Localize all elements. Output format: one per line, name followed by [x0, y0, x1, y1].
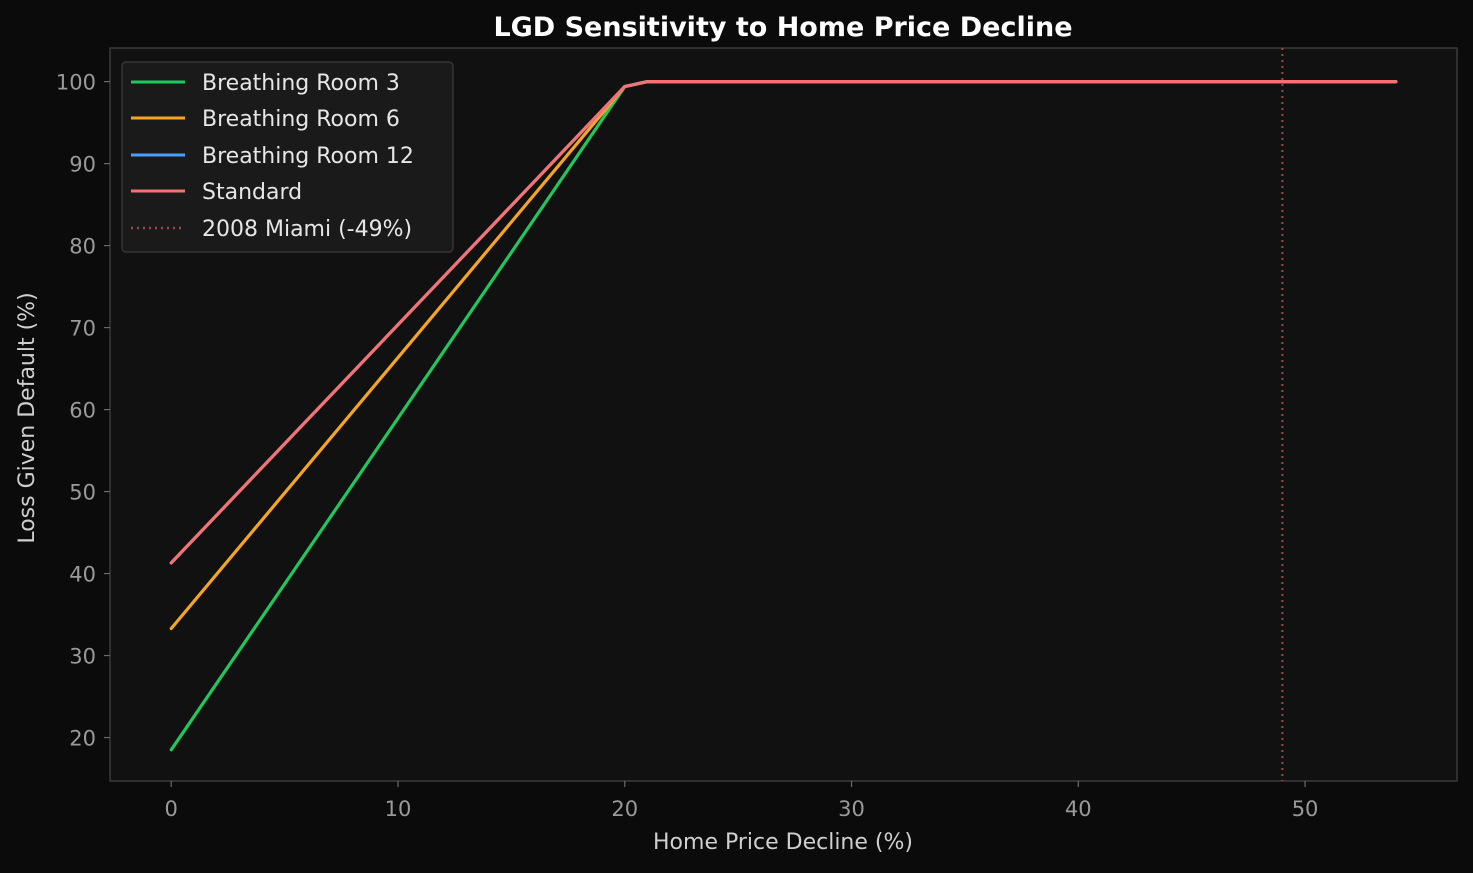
- y-tick-label: 20: [69, 727, 96, 751]
- legend-box: [121, 61, 454, 253]
- x-tick-label: 50: [1292, 797, 1319, 821]
- x-tick-label: 30: [838, 797, 865, 821]
- axis-ticks: 0 10 20 30 40 50 20 30 40 50 60 70 80 90 100: [56, 71, 1319, 821]
- y-tick-label: 50: [69, 481, 96, 505]
- y-tick-label: 60: [69, 399, 96, 423]
- y-tick-label: 100: [56, 71, 96, 95]
- series-line-standard: [169, 80, 1398, 565]
- legend-label-breathing-room-3: Breathing Room 3: [202, 71, 400, 96]
- x-tick-label: 10: [385, 797, 412, 821]
- legend-label-2008-miami: 2008 Miami (-49%): [202, 217, 412, 242]
- x-tick-label: 40: [1065, 797, 1092, 821]
- x-tick-label: 20: [611, 797, 638, 821]
- chart-title: LGD Sensitivity to Home Price Decline: [493, 12, 1072, 43]
- legend-label-breathing-room-6: Breathing Room 6: [202, 107, 400, 132]
- legend-label-breathing-room-12: Breathing Room 12: [202, 144, 414, 169]
- x-tick-label: 0: [165, 797, 178, 821]
- x-axis-label: Home Price Decline (%): [653, 830, 913, 855]
- y-tick-label: 40: [69, 563, 96, 587]
- y-tick-label: 90: [69, 153, 96, 177]
- legend: Breathing Room 3 Breathing Room 6 Breath…: [121, 61, 454, 253]
- y-tick-label: 80: [69, 235, 96, 259]
- y-tick-label: 70: [69, 317, 96, 341]
- legend-label-standard: Standard: [202, 180, 302, 205]
- y-axis-label: Loss Given Default (%): [15, 292, 40, 543]
- y-tick-label: 30: [69, 645, 96, 669]
- series-lines: [169, 80, 1398, 752]
